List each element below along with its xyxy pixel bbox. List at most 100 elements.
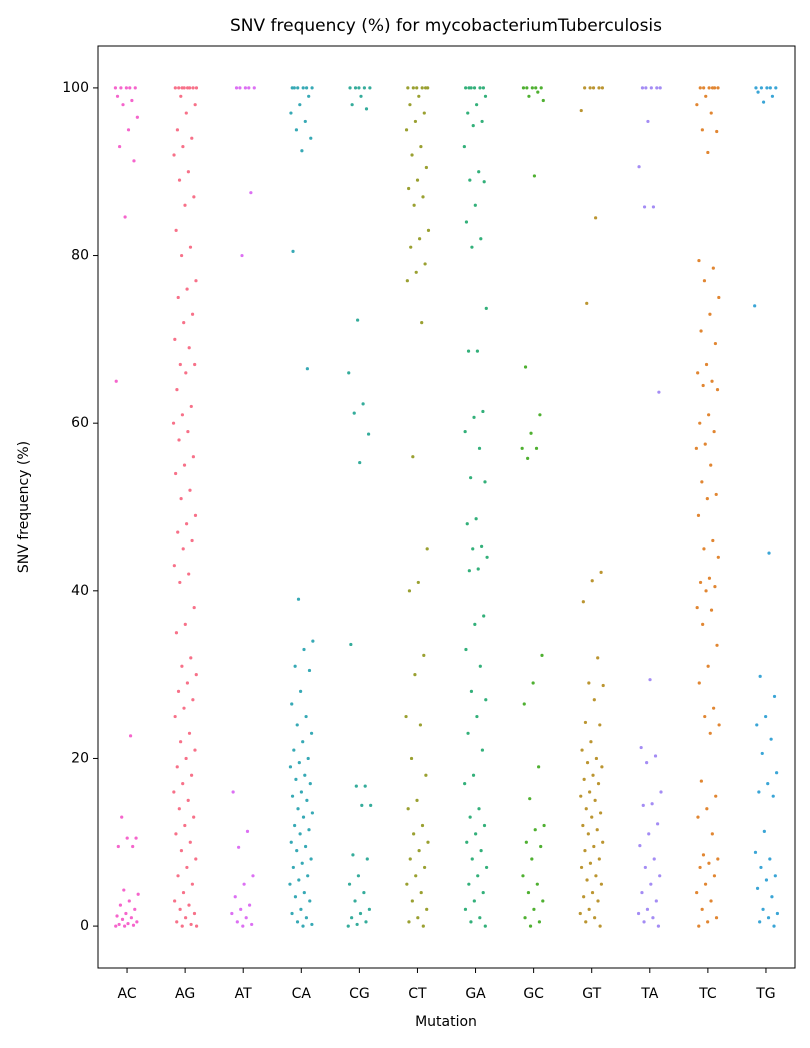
point bbox=[189, 773, 194, 777]
point bbox=[194, 279, 198, 283]
point bbox=[133, 86, 137, 90]
point bbox=[592, 698, 596, 702]
point bbox=[759, 86, 764, 90]
point bbox=[187, 346, 191, 350]
point bbox=[187, 572, 191, 576]
point bbox=[766, 916, 771, 920]
point bbox=[188, 86, 192, 90]
point bbox=[289, 840, 293, 844]
point bbox=[310, 922, 314, 927]
x-axis-label: Mutation bbox=[415, 1014, 477, 1030]
point bbox=[406, 86, 410, 90]
point bbox=[420, 86, 424, 90]
point bbox=[362, 890, 366, 895]
point bbox=[700, 128, 704, 132]
point bbox=[418, 237, 422, 241]
point bbox=[715, 129, 719, 134]
point bbox=[302, 890, 306, 895]
point bbox=[425, 547, 429, 551]
point bbox=[713, 86, 717, 90]
point bbox=[128, 86, 132, 90]
point bbox=[194, 857, 198, 861]
point bbox=[307, 94, 311, 98]
point bbox=[476, 567, 480, 571]
y-tick-label: 100 bbox=[62, 80, 89, 96]
point bbox=[759, 865, 763, 870]
point bbox=[753, 304, 757, 308]
point bbox=[595, 828, 599, 832]
point bbox=[136, 892, 140, 896]
point bbox=[709, 111, 713, 115]
point bbox=[309, 136, 313, 140]
point bbox=[484, 306, 488, 310]
point bbox=[301, 86, 305, 90]
point bbox=[479, 849, 483, 853]
point bbox=[708, 312, 712, 316]
point bbox=[295, 920, 300, 924]
point bbox=[234, 86, 239, 90]
point bbox=[419, 890, 423, 895]
point bbox=[365, 857, 369, 861]
point bbox=[422, 653, 426, 657]
point bbox=[355, 922, 359, 927]
point bbox=[301, 740, 305, 744]
point bbox=[288, 765, 293, 769]
point bbox=[537, 765, 541, 769]
point bbox=[177, 438, 181, 442]
point bbox=[124, 911, 128, 916]
point bbox=[301, 815, 306, 819]
point bbox=[637, 165, 641, 169]
point bbox=[761, 100, 766, 104]
point bbox=[414, 874, 418, 878]
point bbox=[185, 287, 189, 291]
chart-title: SNV frequency (%) for mycobacteriumTuber… bbox=[230, 16, 662, 36]
point bbox=[773, 874, 777, 878]
point bbox=[473, 622, 477, 626]
point bbox=[191, 86, 195, 90]
point bbox=[598, 924, 602, 928]
point bbox=[171, 421, 176, 425]
point bbox=[484, 698, 488, 702]
point bbox=[126, 128, 131, 132]
point bbox=[191, 455, 195, 459]
point bbox=[534, 86, 538, 90]
point bbox=[116, 844, 120, 849]
point bbox=[649, 86, 653, 90]
point bbox=[466, 731, 470, 735]
point bbox=[188, 245, 193, 249]
point bbox=[481, 86, 485, 90]
point bbox=[482, 614, 486, 618]
point bbox=[645, 907, 650, 911]
point bbox=[131, 923, 136, 927]
point bbox=[705, 497, 709, 501]
point bbox=[756, 90, 760, 94]
point bbox=[708, 731, 712, 735]
point bbox=[299, 689, 303, 694]
point bbox=[646, 119, 650, 124]
point bbox=[182, 463, 187, 467]
point bbox=[700, 907, 704, 911]
point bbox=[694, 446, 698, 450]
point bbox=[538, 413, 542, 417]
point bbox=[469, 476, 473, 480]
point bbox=[191, 698, 195, 702]
point bbox=[471, 773, 476, 777]
point bbox=[466, 111, 470, 115]
point bbox=[290, 794, 295, 798]
point bbox=[475, 349, 480, 353]
point bbox=[184, 111, 188, 115]
point bbox=[523, 916, 527, 920]
point bbox=[520, 446, 524, 450]
point bbox=[241, 924, 245, 928]
point bbox=[539, 86, 543, 90]
plot-frame bbox=[97, 45, 796, 969]
point bbox=[296, 597, 301, 601]
point bbox=[305, 367, 309, 371]
point bbox=[529, 431, 533, 435]
point bbox=[698, 865, 702, 870]
point bbox=[181, 547, 185, 551]
point bbox=[186, 429, 190, 434]
point bbox=[772, 924, 776, 928]
point bbox=[586, 832, 590, 836]
point bbox=[426, 228, 431, 232]
